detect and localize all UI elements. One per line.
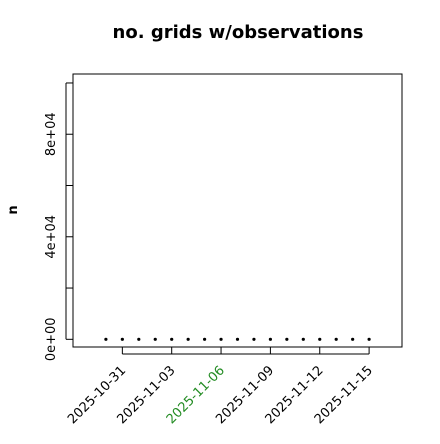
chart-title: no. grids w/observations [113, 22, 364, 43]
point [153, 337, 157, 341]
plot-frame [72, 73, 403, 348]
point [334, 337, 338, 341]
point [219, 337, 223, 341]
y-tick-label: 0e+00 [44, 317, 59, 361]
point [120, 337, 124, 341]
point [235, 337, 240, 341]
point [203, 337, 207, 341]
point [318, 337, 322, 341]
point [170, 337, 174, 341]
point [285, 337, 289, 341]
point [351, 337, 355, 341]
point [252, 337, 256, 341]
point [367, 337, 371, 341]
y-axis-label: n [6, 205, 21, 214]
point [301, 337, 305, 341]
point [104, 337, 108, 341]
point [137, 337, 141, 341]
y-tick-label: 8e+04 [44, 112, 59, 156]
point [186, 337, 190, 341]
y-tick-label: 4e+04 [44, 215, 59, 259]
point [268, 337, 272, 341]
